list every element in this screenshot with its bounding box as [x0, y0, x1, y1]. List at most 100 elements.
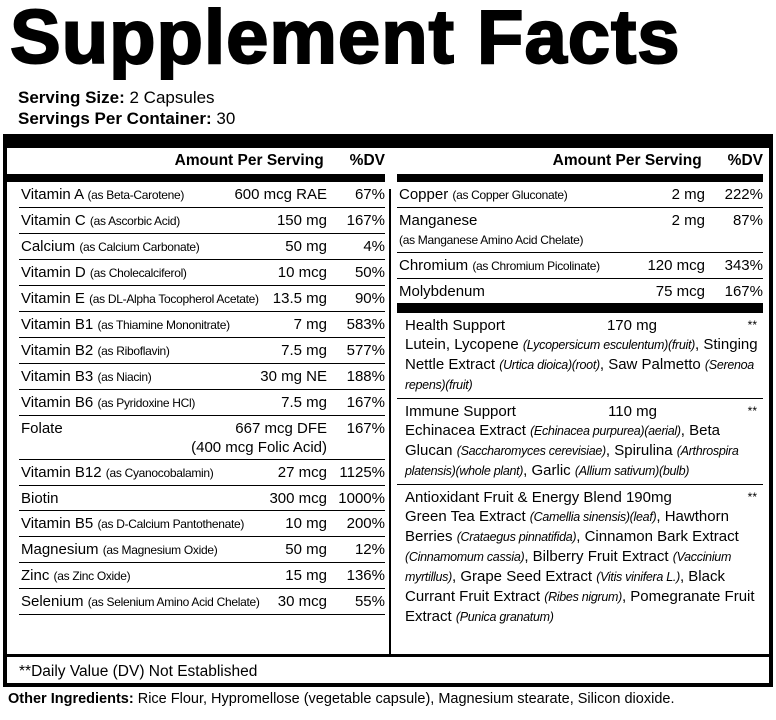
- nutrient-row: Vitamin B2 (as Riboflavin) 7.5 mg 577%: [19, 338, 385, 364]
- blend-section: Health Support 170 mg ** Lutein, Lycopene (…: [397, 313, 763, 399]
- nutrient-source: (as Manganese Amino Acid Chelate): [399, 233, 584, 247]
- ingredient-source: (Urtica dioica)(root): [499, 358, 600, 372]
- nutrient-row: Vitamin E (as DL-Alpha Tocopherol Acetat…: [19, 286, 385, 312]
- ingredient-name: Lutein, Lycopene: [405, 336, 523, 353]
- nutrient-amount: 300 mcg: [269, 489, 327, 508]
- blend-header: Antioxidant Fruit & Energy Blend 190mg **: [405, 488, 763, 507]
- nutrient-name: Copper (as Copper Gluconate): [399, 185, 672, 205]
- left-column: Amount Per Serving %DV Vitamin A (as Beta…: [7, 148, 385, 615]
- nutrient-label: Vitamin B3: [21, 368, 94, 385]
- nutrient-row: Selenium (as Selenium Amino Acid Chelate…: [19, 589, 385, 615]
- ingredient-name: , Black Currant Fruit Extract: [405, 568, 725, 605]
- blend-label: Immune Support: [405, 403, 516, 420]
- nutrient-source: (as Selenium Amino Acid Chelate): [87, 595, 260, 609]
- nutrient-source: (as Copper Gluconate): [452, 188, 568, 202]
- amount-value: 30 mcg: [277, 593, 327, 610]
- ingredient-source: (Serenoa repens)(fruit): [405, 358, 754, 392]
- divider-bar: [7, 174, 385, 182]
- amount-value: 150 mg: [276, 212, 327, 229]
- nutrient-amount: 50 mg: [285, 237, 327, 256]
- nutrient-dv: 188%: [346, 368, 385, 385]
- nutrient-dv: 343%: [724, 257, 763, 274]
- nutrient-name: Vitamin B2 (as Riboflavin): [21, 341, 281, 361]
- nutrient-source: (as Calcium Carbonate): [79, 240, 200, 254]
- nutrient-amount: 15 mg: [285, 566, 327, 585]
- nutrient-name: Vitamin B3 (as Niacin): [21, 367, 260, 387]
- nutrient-name: Vitamin B1 (as Thiamine Mononitrate): [21, 315, 294, 335]
- nutrient-row: Vitamin B5 (as D-Calcium Pantothenate) 10…: [19, 511, 385, 537]
- amount-value: 75 mcg: [655, 283, 705, 300]
- blend-ingredients: Echinacea Extract (Echinacea purpurea)(a…: [405, 421, 763, 481]
- blend-dv: **: [747, 318, 757, 332]
- nutrient-name: Vitamin D (as Cholecalciferol): [21, 263, 278, 283]
- ingredient-source: (Cinnamomum cassia): [405, 550, 525, 564]
- ingredient-name: Echinacea Extract: [405, 422, 531, 439]
- amount-value: 600 mcg RAE: [234, 186, 327, 203]
- nutrient-dv: 167%: [346, 212, 385, 229]
- nutrient-label: Copper: [399, 186, 449, 203]
- nutrient-dv: 55%: [354, 593, 385, 610]
- blend-header: Immune Support 110 mg **: [405, 402, 763, 421]
- nutrient-row: Vitamin A (as Beta-Carotene) 600 mcg RAE 6…: [19, 182, 385, 208]
- ingredient-name: , Pomegranate Fruit Extract: [405, 588, 755, 625]
- nutrient-label: Vitamin E: [21, 290, 85, 307]
- ingredient-name: , Garlic: [523, 462, 575, 479]
- nutrient-name: Folate: [21, 419, 191, 438]
- nutrient-amount: 10 mg: [285, 514, 327, 533]
- nutrient-dv: 577%: [346, 342, 385, 359]
- nutrient-name: Biotin: [21, 489, 269, 508]
- ingredient-source: (Arthrospira platensis)(whole plant): [405, 444, 739, 478]
- nutrient-label: Zinc: [21, 567, 50, 584]
- amount-value: 10 mcg: [277, 264, 327, 281]
- nutrient-source: (as Pyridoxine HCl): [97, 396, 196, 410]
- nutrient-label: Vitamin D: [21, 264, 86, 281]
- amount-value: 50 mg: [285, 238, 327, 255]
- nutrient-name: Manganese (as Manganese Amino Acid Chelat…: [399, 211, 672, 250]
- ingredient-name: , Saw Palmetto: [599, 356, 705, 373]
- nutrient-label: Vitamin B1: [21, 316, 94, 333]
- nutrient-name: Chromium (as Chromium Picolinate): [399, 256, 647, 276]
- nutrient-label: Vitamin B12: [21, 464, 102, 481]
- nutrient-name: Selenium (as Selenium Amino Acid Chelate…: [21, 592, 278, 612]
- nutrient-row: Copper (as Copper Gluconate) 2 mg 222%: [397, 182, 763, 208]
- ingredient-source: (Allium sativum)(bulb): [574, 464, 690, 478]
- blend-amount: 170 mg: [606, 317, 657, 334]
- nutrient-amount: 600 mcg RAE: [234, 185, 327, 204]
- amount-value: 10 mg: [285, 515, 327, 532]
- ingredient-name: , Hawthorn Berries: [405, 508, 729, 545]
- nutrient-row: Vitamin C (as Ascorbic Acid) 150 mg 167%: [19, 208, 385, 234]
- amount-value: 7.5 mg: [281, 342, 327, 359]
- ingredient-source: (Ribes nigrum): [544, 590, 622, 604]
- nutrient-dv: 167%: [346, 420, 385, 437]
- nutrient-source: (as Riboflavin): [97, 344, 170, 358]
- nutrient-row: Vitamin D (as Cholecalciferol) 10 mcg 50%: [19, 260, 385, 286]
- blend-header: Health Support 170 mg **: [405, 316, 763, 335]
- amount-value: 120 mcg: [647, 257, 705, 274]
- nutrient-row: Vitamin B6 (as Pyridoxine HCl) 7.5 mg 167%: [19, 390, 385, 416]
- nutrient-name: Vitamin E (as DL-Alpha Tocopherol Acetat…: [21, 289, 273, 309]
- nutrient-dv: 136%: [346, 567, 385, 584]
- nutrient-dv: 87%: [732, 212, 763, 229]
- nutrient-dv: 1125%: [339, 464, 385, 481]
- nutrient-source: (as Niacin): [97, 370, 152, 384]
- nutrient-label: Vitamin B2: [21, 342, 94, 359]
- nutrient-amount: 2 mg: [672, 185, 705, 204]
- nutrient-name: Magnesium (as Magnesium Oxide): [21, 540, 285, 560]
- ingredient-source: (Crataegus pinnatifida): [456, 530, 577, 544]
- nutrient-source: (as D-Calcium Pantothenate): [97, 517, 245, 531]
- ingredient-name: , Beta Glucan: [405, 422, 720, 459]
- nutrient-row: Magnesium (as Magnesium Oxide) 50 mg 12%: [19, 537, 385, 563]
- nutrient-dv: 167%: [346, 394, 385, 411]
- nutrient-amount: 30 mcg: [278, 592, 327, 611]
- nutrient-amount: 667 mcg DFE (400 mcg Folic Acid): [191, 419, 327, 457]
- nutrient-name: Molybdenum: [399, 282, 656, 301]
- amount-value: 2 mg: [671, 186, 705, 203]
- column-header: Amount Per Serving %DV: [174, 152, 385, 169]
- nutrient-amount: 7 mg: [294, 315, 327, 334]
- footer-divider: [7, 654, 769, 657]
- nutrient-amount: 7.5 mg: [281, 393, 327, 412]
- right-column: Amount Per Serving %DV Copper (as Copper …: [397, 148, 763, 630]
- nutrient-amount: 150 mg: [277, 211, 327, 230]
- nutrient-name: Zinc (as Zinc Oxide): [21, 566, 285, 586]
- nutrient-name: Vitamin B5 (as D-Calcium Pantothenate): [21, 514, 285, 534]
